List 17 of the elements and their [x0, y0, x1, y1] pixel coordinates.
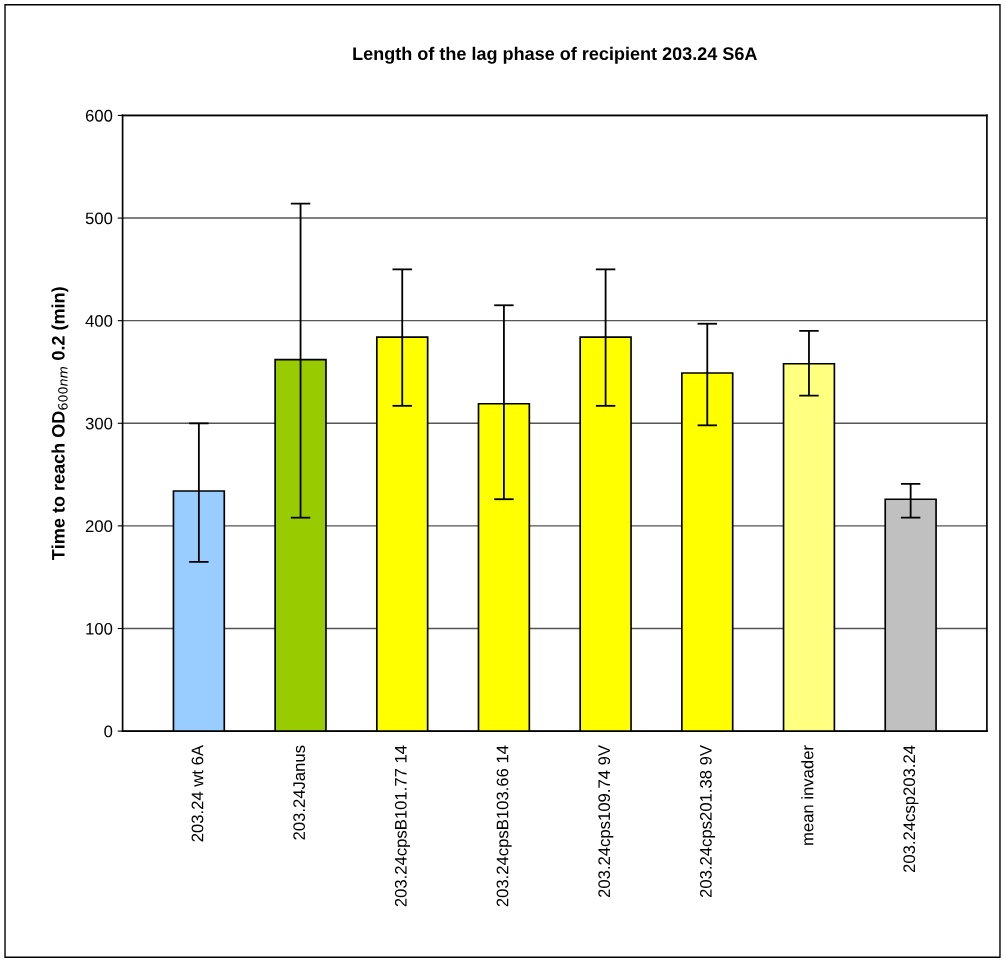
y-tick-label: 300 [85, 417, 113, 430]
y-tick-label: 600 [85, 109, 113, 122]
x-tick-label: mean invader [801, 745, 814, 845]
y-tick-label: 400 [85, 315, 113, 327]
chart-title: Length of the lag phase of recipient 203.24 S6A [353, 46, 757, 64]
x-tick-label: 203.24cps201.38 9V [699, 745, 716, 898]
x-tick-label: 203.24 wt 6A [191, 745, 204, 842]
x-tick-label: 203.24Janus [293, 745, 306, 840]
y-axis-title: Time to reach OD$_{600nm}$ 0.2 (min) [51, 287, 69, 561]
y-tick-label: 500 [85, 212, 113, 225]
x-tick-label: 203.24csp203.24 [903, 745, 919, 873]
x-tick-label: 203.24cps109.74 9V [598, 745, 614, 898]
y-tick-label: 200 [85, 520, 113, 533]
y-tick-label: 0 [104, 725, 113, 738]
x-tick-label: 203.24cpsB103.66 14 [496, 745, 512, 907]
x-tick-label: 203.24cpsB101.77 14 [394, 745, 410, 907]
y-tick-label: 100 [86, 622, 113, 635]
